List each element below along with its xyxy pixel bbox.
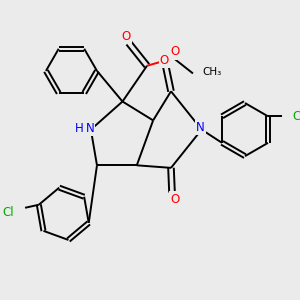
Text: H: H	[75, 122, 84, 135]
Text: O: O	[160, 54, 169, 67]
Text: N: N	[196, 121, 205, 134]
Text: O: O	[122, 30, 131, 43]
Text: O: O	[170, 193, 179, 206]
Text: CH₃: CH₃	[203, 68, 222, 77]
Text: Cl: Cl	[2, 206, 14, 219]
Text: O: O	[170, 46, 179, 59]
Text: Cl: Cl	[293, 110, 300, 123]
Text: N: N	[85, 122, 94, 135]
